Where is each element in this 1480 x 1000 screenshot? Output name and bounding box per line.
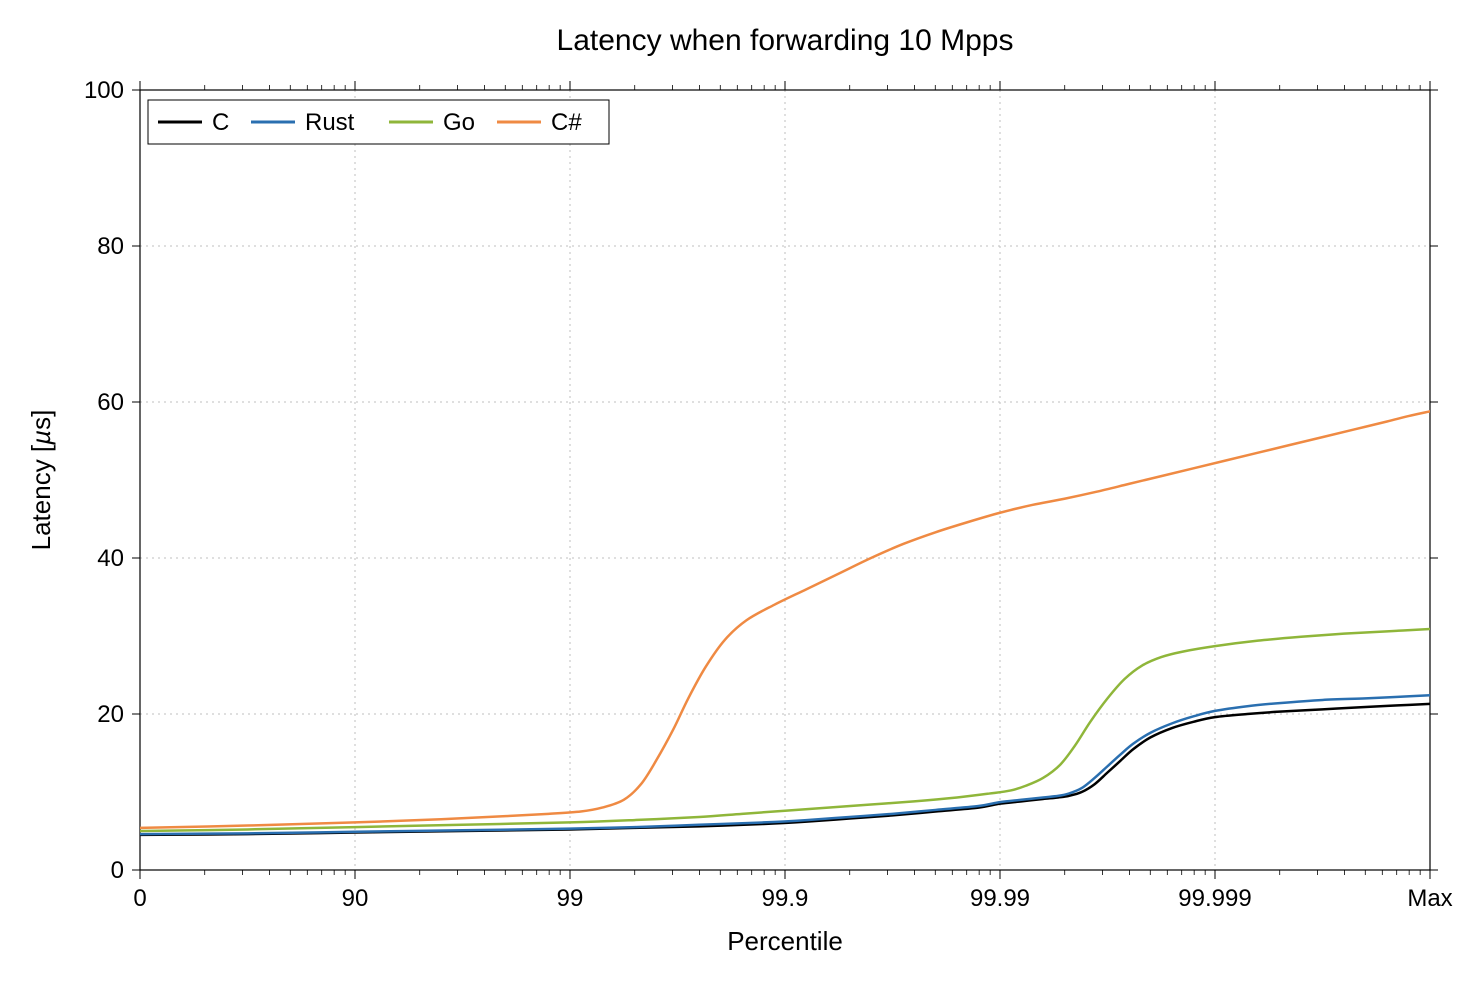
x-tick-label: Max (1407, 885, 1452, 912)
y-axis-label: Latency [µs] (26, 410, 56, 551)
y-tick-label: 0 (111, 857, 124, 884)
x-tick-label: 99.9 (762, 885, 809, 912)
legend-label: C (212, 109, 229, 136)
x-tick-label: 99 (557, 885, 584, 912)
legend-label: Rust (305, 109, 355, 136)
y-tick-label: 100 (84, 77, 124, 104)
x-tick-label: 99.99 (970, 885, 1030, 912)
x-tick-label: 90 (342, 885, 369, 912)
y-tick-label: 60 (97, 389, 124, 416)
x-axis-label: Percentile (727, 926, 843, 956)
chart-title: Latency when forwarding 10 Mpps (557, 24, 1014, 57)
series-go (140, 629, 1430, 831)
y-tick-label: 20 (97, 701, 124, 728)
legend-label: Go (443, 109, 475, 136)
x-tick-label: 0 (133, 885, 146, 912)
x-tick-label: 99.999 (1178, 885, 1251, 912)
y-tick-label: 40 (97, 545, 124, 572)
y-tick-label: 80 (97, 233, 124, 260)
latency-chart: Latency when forwarding 10 Mpps 0 20 40 60 80… (0, 0, 1480, 1000)
legend-label: C# (551, 109, 582, 136)
